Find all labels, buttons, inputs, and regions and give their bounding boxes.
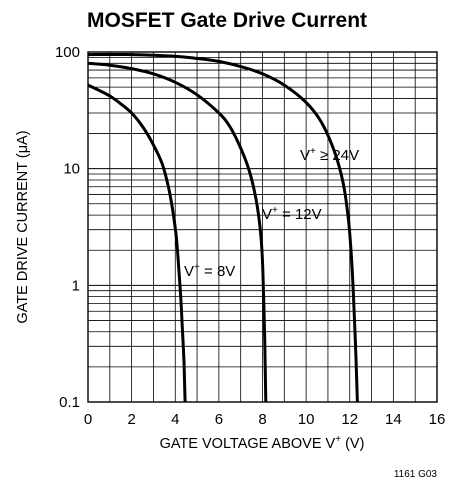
curve-v-24v bbox=[87, 52, 359, 403]
y-tick-label: 100 bbox=[55, 44, 80, 61]
x-tick-label: 16 bbox=[429, 411, 446, 428]
series-label-12v: V+ = 12V bbox=[262, 205, 322, 223]
series-label-24v: V+ ≥ 24V bbox=[300, 146, 359, 164]
y-tick-label: 10 bbox=[63, 161, 80, 178]
x-tick-label: 10 bbox=[298, 411, 315, 428]
x-tick-label: 6 bbox=[215, 411, 223, 428]
x-tick-label: 2 bbox=[127, 411, 135, 428]
grid bbox=[88, 52, 437, 402]
curve-v-8v bbox=[87, 83, 187, 403]
y-axis-label: GATE DRIVE CURRENT (μA) bbox=[15, 130, 31, 323]
x-tick-label: 4 bbox=[171, 411, 179, 428]
chart-title: MOSFET Gate Drive Current bbox=[87, 9, 367, 32]
x-tick-label: 0 bbox=[84, 411, 92, 428]
plot-frame bbox=[87, 51, 438, 403]
x-tick-label: 8 bbox=[258, 411, 266, 428]
curve-v-12v bbox=[87, 61, 268, 403]
x-tick-label: 12 bbox=[341, 411, 358, 428]
series-label-8v: V+ = 8V bbox=[184, 262, 235, 280]
x-axis-label: GATE VOLTAGE ABOVE V+ (V) bbox=[160, 434, 365, 452]
x-tick-labels: 0 2 4 6 8 10 12 14 16 bbox=[84, 411, 446, 428]
x-tick-label: 14 bbox=[385, 411, 402, 428]
y-tick-labels: 0.1 1 10 100 bbox=[55, 44, 80, 411]
y-tick-label: 0.1 bbox=[59, 394, 80, 411]
y-tick-label: 1 bbox=[72, 277, 80, 294]
series-layer bbox=[87, 52, 359, 403]
figure-reference: 1161 G03 bbox=[394, 469, 438, 480]
